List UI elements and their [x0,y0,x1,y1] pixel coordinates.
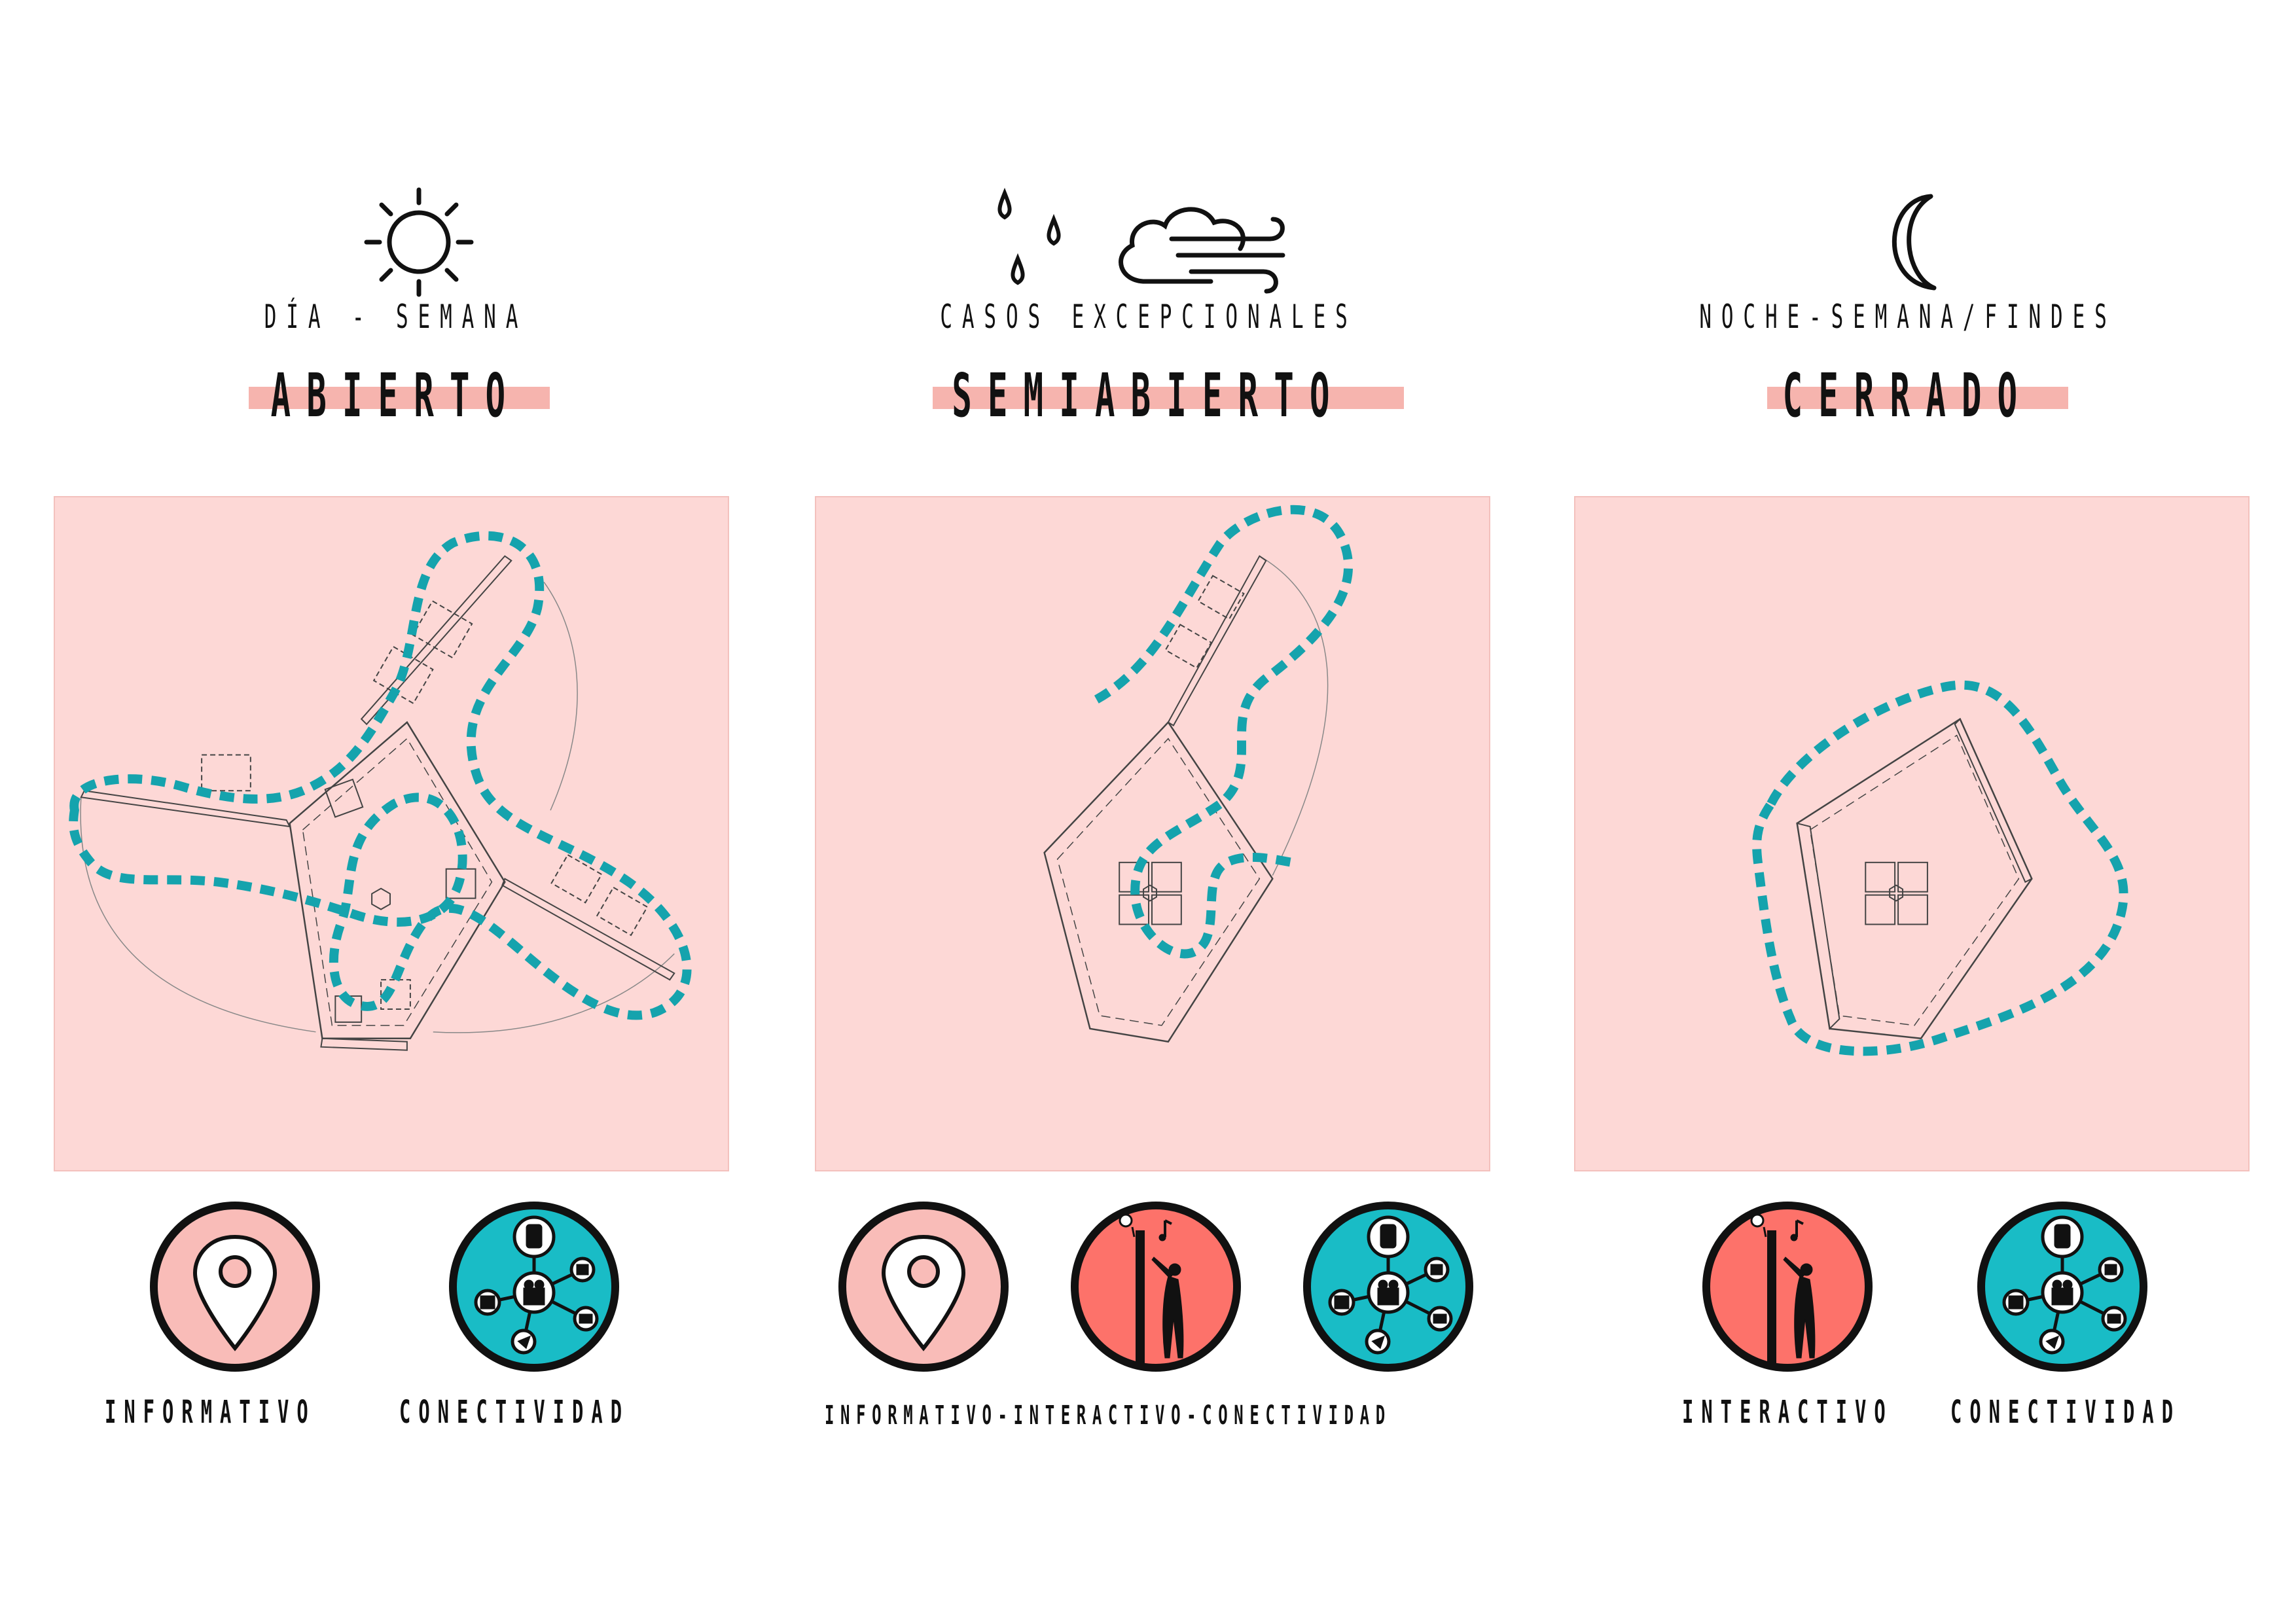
location-pin-icon [881,1234,966,1351]
floor-plan-closed [1752,680,2128,1056]
sun-icon [364,187,474,297]
connectivity-network-icon [1328,1215,1453,1355]
mode-label-conectividad: CONECTIVIDAD [399,1394,630,1431]
floor-plan-panel-semiopen [815,496,1490,1171]
floor-plan-open [69,531,692,1051]
badge-conectividad [448,1201,620,1372]
badge-informativo [838,1201,1009,1372]
badge-informativo [149,1201,321,1372]
moon-icon [1892,194,1937,291]
column-semiabierto: CASOS EXCEPCIONALES SEMIABIERTO [766,0,1532,1623]
location-pin-icon [192,1234,278,1351]
badge-conectividad [1977,1201,2148,1372]
floor-plan-panel-open [54,496,729,1171]
badge-interactivo [1702,1201,1873,1372]
schedule-subtitle: CASOS EXCEPCIONALES [940,298,1357,336]
connectivity-network-icon [2002,1215,2127,1355]
interactive-person-icon [1119,1213,1184,1364]
state-heading: CERRADO [1525,363,2291,429]
mode-label-informativo: INFORMATIVO [105,1394,316,1431]
dotted-activity-path [1752,680,2128,1056]
dotted-activity-path [69,531,692,1020]
state-heading: SEMIABIERTO [766,363,1532,429]
state-heading: ABIERTO [13,363,779,429]
state-label: CERRADO [1782,361,2034,431]
weather-icons [13,164,779,297]
badge-interactivo [1070,1201,1242,1372]
highlight-band [933,387,1404,409]
mode-label-interactivo: INTERACTIVO [1682,1394,1893,1431]
rain-drops-icon [997,187,1061,285]
wind-cloud-icon [1119,207,1285,294]
schedule-subtitle: NOCHE-SEMANA/FINDES [1699,298,2117,336]
mode-label-informativo-interactivo-conectividad: INFORMATIVO-INTERACTIVO-CONECTIVIDAD [825,1400,1391,1431]
badge-conectividad [1302,1201,1474,1372]
weather-icons [766,164,1532,294]
column-abierto: DÍA - SEMANA ABIERTO [13,0,779,1623]
connectivity-network-icon [474,1215,599,1355]
floor-plan-semiopen [1043,505,1353,1043]
column-cerrado: NOCHE-SEMANA/FINDES CERRADO [1525,0,2291,1623]
floor-plan-panel-closed [1574,496,2250,1171]
schedule-subtitle: DÍA - SEMANA [264,298,528,336]
highlight-band [1767,387,2068,409]
dotted-activity-path [1094,505,1353,959]
interactive-person-icon [1750,1213,1816,1364]
mode-label-conectividad: CONECTIVIDAD [1950,1394,2181,1431]
weather-icons [1525,164,2291,294]
highlight-band [249,387,550,409]
state-label: ABIERTO [270,361,522,431]
state-label: SEMIABIERTO [952,361,1346,431]
